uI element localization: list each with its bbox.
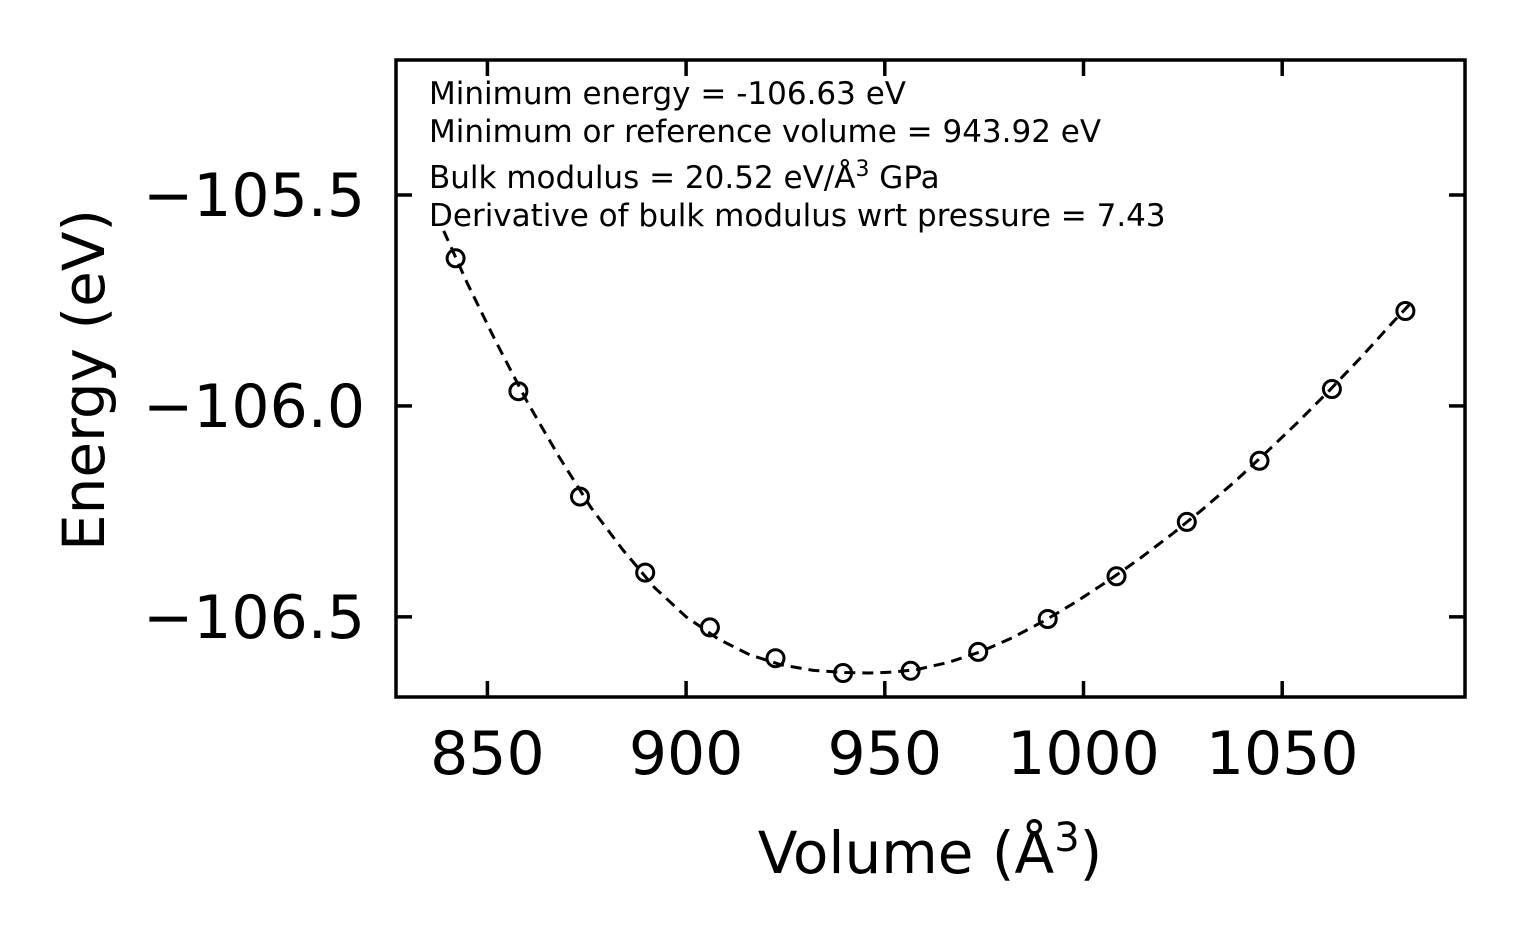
y-tick-label: −105.5 [143,161,365,231]
data-point [1106,566,1127,587]
x-tick-label: 950 [828,719,943,789]
x-axis-label-sup: 3 [1054,815,1079,861]
x-axis-ticks: 850 900 950 1000 1050 [430,60,1359,789]
y-axis-label: Energy (eV) [50,209,118,551]
data-point [445,248,466,269]
x-tick-label: 900 [629,719,744,789]
data-point [833,663,854,683]
data-point [900,660,921,681]
fit-curve [442,230,1415,675]
data-point [765,648,786,669]
annotation-block: Minimum energy = -106.63 eV Minimum or r… [429,76,1166,234]
data-point [1176,511,1197,532]
annotation-bulk-modulus-suffix: GPa [869,160,939,196]
annotation-min-energy: Minimum energy = -106.63 eV [429,76,906,112]
data-point [570,486,590,507]
annotation-bulk-modulus-text: Bulk modulus = 20.52 eV/Å [429,160,855,196]
data-point [1395,301,1416,321]
annotation-min-volume: Minimum or reference volume = 943.92 eV [429,114,1101,150]
annotation-derivative: Derivative of bulk modulus wrt pressure … [429,198,1166,234]
data-point [1321,379,1342,399]
x-tick-label: 1000 [1007,719,1160,789]
data-point [635,562,656,583]
annotation-bulk-modulus-sup: 3 [855,157,869,182]
annotation-bulk-modulus: Bulk modulus = 20.52 eV/Å3 GPa [429,157,940,196]
y-tick-label: −106.0 [143,372,365,442]
data-point [1037,609,1058,629]
x-axis-label-close: ) [1080,819,1103,887]
plot-frame [394,58,1467,699]
data-point [699,617,720,638]
x-axis-label-text: Volume (Å [758,818,1055,887]
data-point [1249,450,1270,471]
x-tick-label: 1050 [1206,719,1359,789]
y-axis-ticks: −105.5 −106.0 −106.5 [143,161,1465,653]
y-tick-label: −106.5 [143,583,365,653]
chart-marks [442,230,1416,683]
data-point [968,641,989,662]
data-point [508,381,529,402]
x-axis-label: Volume (Å3) [758,815,1103,887]
x-tick-label: 850 [430,719,545,789]
